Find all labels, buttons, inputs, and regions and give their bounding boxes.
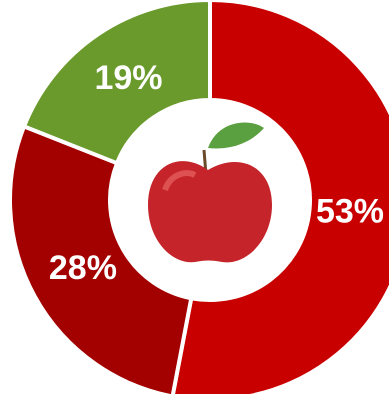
slices xyxy=(8,0,389,394)
value-label: 53% xyxy=(316,193,384,231)
value-label: 28% xyxy=(49,249,117,287)
donut-slice xyxy=(21,0,212,166)
apple-icon xyxy=(110,100,310,300)
value-label: 19% xyxy=(94,59,162,97)
